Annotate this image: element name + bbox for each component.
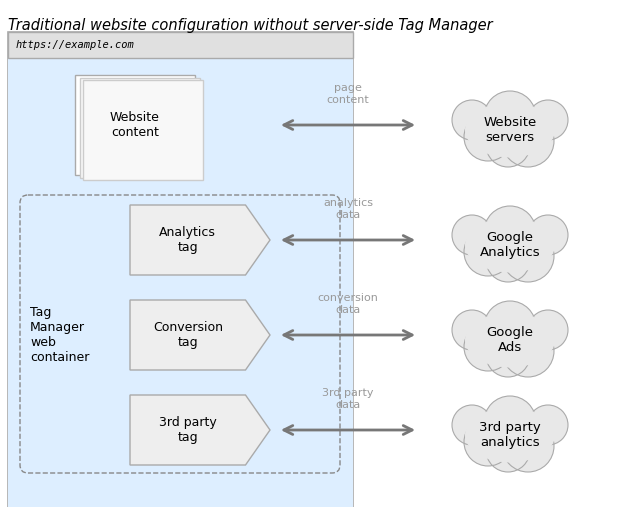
Circle shape [486,238,530,282]
Circle shape [502,325,554,377]
Circle shape [484,396,536,448]
Circle shape [452,215,492,255]
Circle shape [464,228,512,276]
Text: page
content: page content [327,83,370,105]
Bar [83,80,203,180]
Circle shape [502,230,554,282]
Circle shape [528,215,568,255]
Polygon shape [130,395,270,465]
Ellipse shape [465,102,555,158]
Polygon shape [130,205,270,275]
Circle shape [452,310,492,350]
Text: 3rd party
data: 3rd party data [322,388,374,410]
Circle shape [464,323,512,371]
Circle shape [464,418,512,466]
Bar [80,78,200,178]
Bar [8,32,353,507]
Circle shape [486,333,530,377]
Text: Traditional website configuration without server-side Tag Manager: Traditional website configuration withou… [8,18,493,33]
Text: Tag
Manager
web
container: Tag Manager web container [30,306,90,364]
Circle shape [464,113,512,161]
Text: conversion
data: conversion data [318,294,378,315]
Circle shape [528,310,568,350]
Ellipse shape [465,312,555,368]
Text: Website
content: Website content [110,111,160,139]
Circle shape [502,420,554,472]
Circle shape [528,100,568,140]
Text: Conversion
tag: Conversion tag [153,321,222,349]
Bar [8,32,353,58]
Text: Analytics
tag: Analytics tag [159,226,216,254]
Circle shape [528,405,568,445]
Bar [75,75,195,175]
Circle shape [452,100,492,140]
Text: Google
Ads: Google Ads [486,326,533,354]
Circle shape [484,301,536,353]
Circle shape [486,123,530,167]
Circle shape [486,428,530,472]
Circle shape [484,91,536,143]
Text: Website
servers: Website servers [483,116,536,144]
Ellipse shape [465,218,555,272]
Text: 3rd party
tag: 3rd party tag [159,416,217,444]
Text: analytics
data: analytics data [323,198,373,220]
Circle shape [452,405,492,445]
Polygon shape [130,300,270,370]
Circle shape [484,206,536,258]
Circle shape [502,115,554,167]
Bar [8,58,353,507]
Text: 3rd party
analytics: 3rd party analytics [479,421,541,449]
Ellipse shape [465,408,555,462]
FancyBboxPatch shape [20,195,340,473]
Text: Google
Analytics: Google Analytics [480,231,540,259]
Text: https://example.com: https://example.com [16,40,135,50]
